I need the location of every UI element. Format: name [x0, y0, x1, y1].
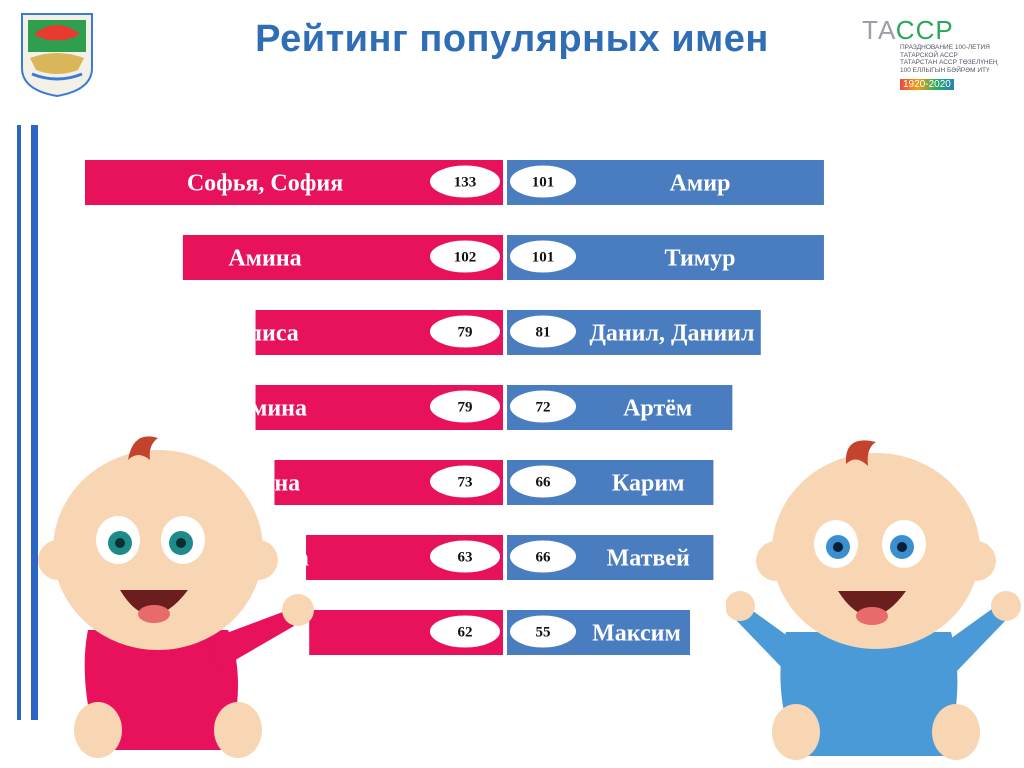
logo-caption-2: ТАТАРСКОЙ АССР	[900, 51, 958, 59]
boy-count-badge	[508, 538, 578, 575]
boy-count-value: 72	[536, 400, 551, 416]
coat-of-arms-emblem	[21, 13, 93, 98]
boy-name-label: Карим	[612, 471, 685, 497]
baby-girl-illustration	[38, 436, 314, 758]
logo-caption-1: ПРАЗДНОВАНИЕ 100-ЛЕТИЯ	[900, 44, 990, 51]
girl-count-badge	[428, 613, 502, 650]
girl-count-value: 79	[458, 325, 473, 341]
tassr-anniversary-logo: ТАССР ПРАЗДНОВАНИЕ 100-ЛЕТИЯ ТАТАРСКОЙ А…	[862, 15, 1002, 90]
girl-count-value: 102	[454, 250, 477, 266]
logo-caption-3: ТАТАРСТАН АССР ТӨЗЕЛҮНЕҢ	[900, 59, 998, 66]
boy-name-label: Тимур	[665, 246, 736, 272]
girl-count-value: 79	[458, 400, 473, 416]
logo-mark-right: ССР	[895, 15, 954, 45]
boy-name-label: Максим	[592, 621, 681, 647]
girl-name-label: Ясмина	[223, 396, 307, 422]
page-title: Рейтинг популярных имен	[255, 18, 769, 60]
boy-count-value: 55	[536, 625, 551, 641]
boy-count-value: 101	[532, 175, 555, 191]
boy-count-badge	[508, 613, 578, 650]
logo-mark-left: ТА	[862, 15, 896, 45]
girl-count-badge	[428, 163, 502, 200]
boy-name-label: Артём	[623, 396, 692, 422]
boy-count-badge	[508, 163, 578, 200]
girl-name-label: Софья, София	[187, 171, 343, 197]
boy-name-label: Амир	[670, 171, 731, 197]
girl-count-badge	[428, 538, 502, 575]
girl-count-badge	[428, 388, 502, 425]
boy-count-badge	[508, 388, 578, 425]
logo-years: 1920-2020	[900, 79, 954, 90]
girl-count-badge	[428, 463, 502, 500]
girl-count-badge	[428, 313, 502, 350]
girl-name-label: Амина	[228, 246, 301, 272]
logo-caption-4: 100 ЕЛЛЫГЫН БӘЙРӘМ ИТҮ	[900, 66, 990, 74]
girl-count-badge	[428, 238, 502, 275]
boy-count-badge	[508, 313, 578, 350]
boy-count-value: 66	[536, 475, 552, 491]
boy-count-value: 66	[536, 550, 552, 566]
girl-name-label: Алиса	[231, 321, 299, 347]
boy-count-value: 101	[532, 250, 555, 266]
boy-count-badge	[508, 238, 578, 275]
divider-line-right	[31, 125, 38, 720]
boy-name-label: Матвей	[607, 546, 690, 572]
girl-count-value: 62	[458, 625, 473, 641]
girl-count-value: 133	[454, 175, 477, 191]
baby-boy-illustration	[726, 440, 1021, 760]
boy-name-label: Данил, Даниил	[589, 321, 754, 347]
boy-count-badge	[508, 463, 578, 500]
divider-line-left	[17, 125, 21, 720]
boy-count-value: 81	[536, 325, 551, 341]
girl-count-value: 63	[458, 550, 473, 566]
girl-count-value: 73	[458, 475, 473, 491]
